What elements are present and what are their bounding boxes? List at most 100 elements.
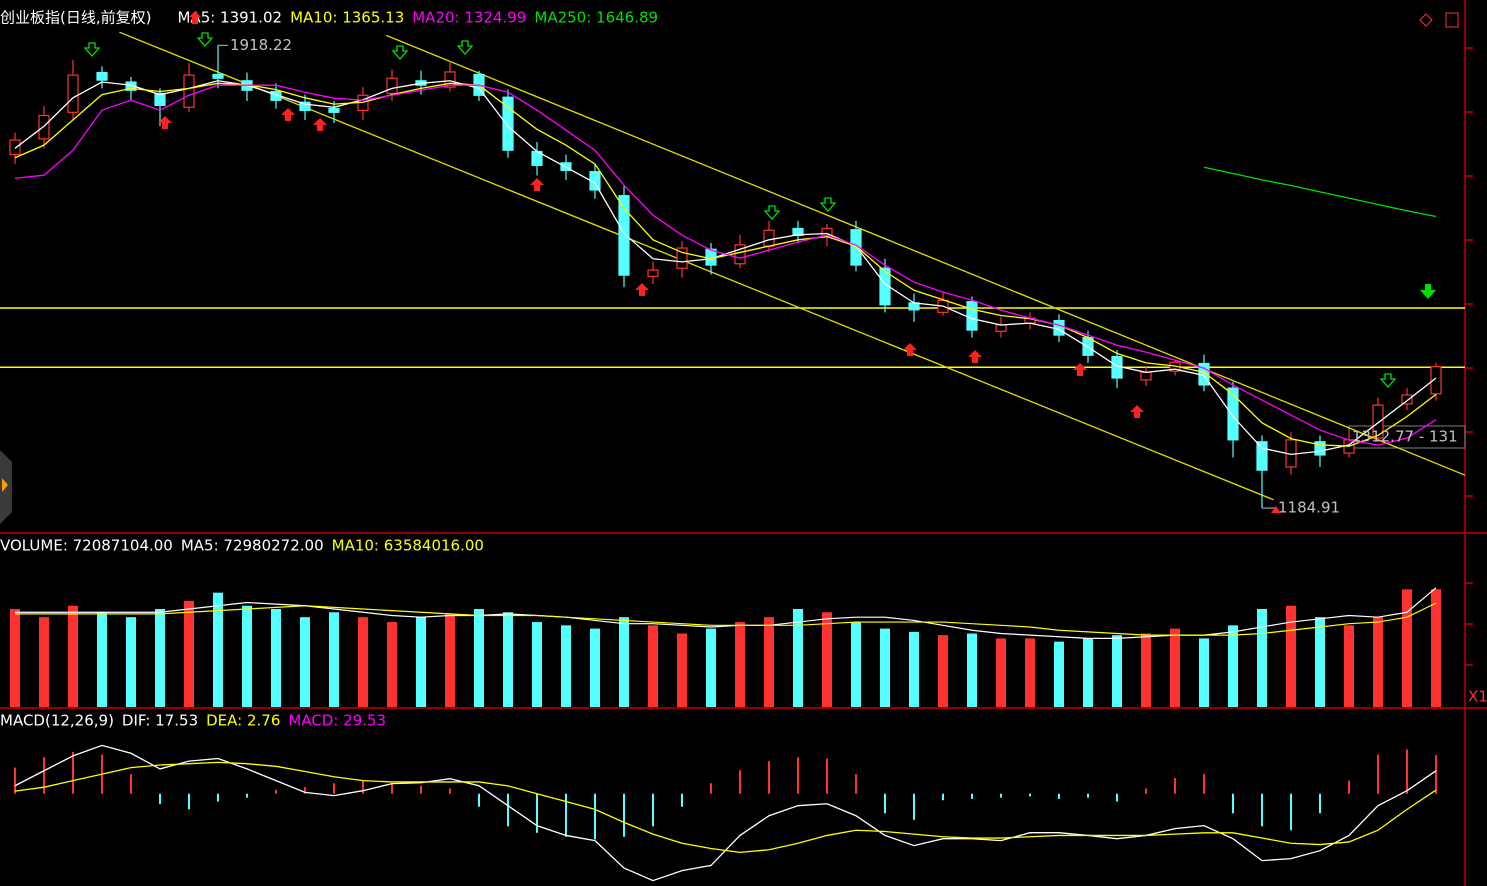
buy-signal xyxy=(530,178,544,191)
candle-body xyxy=(647,269,659,278)
volume-bar xyxy=(735,622,745,707)
header-arrow xyxy=(189,11,201,24)
volume-bar xyxy=(126,617,136,707)
header-label: MA20: 1324.99 xyxy=(412,9,526,27)
buy-signal xyxy=(1073,363,1087,376)
volume-bar xyxy=(358,617,368,707)
volume-bar xyxy=(1286,605,1296,707)
candle-body xyxy=(212,73,224,79)
header-label: MA250: 1646.89 xyxy=(534,9,658,27)
volume-bar xyxy=(793,609,803,707)
volume-bar xyxy=(938,635,948,707)
candle-body xyxy=(96,71,108,81)
candle-body xyxy=(676,247,688,269)
volume-bar xyxy=(1344,625,1354,707)
header-label: MA5: 1391.02 xyxy=(177,9,282,27)
sell-signal xyxy=(391,45,409,60)
candle-body xyxy=(1053,319,1065,336)
toolbar-icon[interactable] xyxy=(1445,12,1459,28)
volume-bar xyxy=(1402,589,1412,707)
candle-body xyxy=(763,229,775,247)
toolbar-icon[interactable] xyxy=(1419,13,1433,27)
volume-bar xyxy=(1315,617,1325,707)
volume-bar xyxy=(1083,638,1093,707)
volume-bar xyxy=(155,609,165,707)
buy-signal xyxy=(968,350,982,363)
corner-label: X1 xyxy=(1468,688,1487,706)
volume-bar xyxy=(590,628,600,707)
candle-body xyxy=(67,74,79,113)
candle-body xyxy=(183,74,195,108)
candle-body xyxy=(386,77,398,94)
volume-bar xyxy=(532,622,542,707)
header-label: 创业板指(日线,前复权) xyxy=(0,9,151,27)
volume-bar xyxy=(1373,617,1383,707)
buy-signal xyxy=(1271,506,1281,513)
volume-bar xyxy=(329,612,339,707)
candle-body xyxy=(908,302,920,311)
candle-body xyxy=(1140,371,1152,381)
indicator-line xyxy=(1203,166,1437,218)
indicator-line xyxy=(14,84,1437,446)
trend-line xyxy=(119,31,1274,501)
header-label: MA5: 72980272.00 xyxy=(181,537,324,555)
annotation: 1312.77 - 131 xyxy=(1352,428,1458,446)
volume-bar xyxy=(561,625,571,707)
candle-body xyxy=(328,107,340,113)
volume-bar xyxy=(416,617,426,707)
candle-body xyxy=(154,92,166,106)
volume-bar xyxy=(10,609,20,707)
candle-body xyxy=(9,139,21,156)
sell-signal xyxy=(1420,284,1436,299)
candle-body xyxy=(618,195,630,276)
volume-bar xyxy=(1431,589,1441,707)
volume-bar xyxy=(1170,628,1180,707)
candle-body xyxy=(995,324,1007,332)
sell-signal xyxy=(83,42,101,57)
header-label: VOLUME: 72087104.00 xyxy=(0,537,173,555)
volume-bar xyxy=(68,605,78,707)
volume-bar xyxy=(619,617,629,707)
candle-body xyxy=(734,244,746,265)
trend-line xyxy=(385,34,1466,476)
volume-bar xyxy=(1025,638,1035,707)
volume-bar xyxy=(822,612,832,707)
volume-bar xyxy=(996,638,1006,707)
candle-body xyxy=(1372,404,1384,439)
volume-bar xyxy=(242,605,252,707)
buy-signal xyxy=(1130,405,1144,418)
sell-signal xyxy=(763,205,781,220)
candle-body xyxy=(1256,441,1268,471)
volume-bar xyxy=(445,613,455,707)
volume-bar xyxy=(97,612,107,707)
candle-body xyxy=(502,96,514,151)
volume-bar xyxy=(387,622,397,707)
annotation: 1184.91 xyxy=(1278,499,1340,517)
candle-body xyxy=(1401,394,1413,405)
annotation: 1918.22 xyxy=(230,36,292,54)
candle-body xyxy=(1430,366,1442,395)
header-label: MA10: 63584016.00 xyxy=(332,537,484,555)
indicator-line xyxy=(15,602,1437,636)
buy-signal xyxy=(903,343,917,356)
header-label: DEA: 2.76 xyxy=(206,712,280,730)
volume-bar xyxy=(1112,635,1122,707)
volume-bar xyxy=(706,628,716,707)
volume-bar xyxy=(764,617,774,707)
volume-bar xyxy=(880,628,890,707)
candle-body xyxy=(850,229,862,266)
buy-signal xyxy=(313,118,327,131)
volume-bar xyxy=(184,600,194,707)
header-label: MACD: 29.53 xyxy=(288,712,386,730)
candle-body xyxy=(966,301,978,331)
sell-signal xyxy=(1379,373,1397,388)
volume-bar xyxy=(909,631,919,707)
header-label: MACD(12,26,9) xyxy=(0,712,114,730)
volume-bar xyxy=(1199,638,1209,707)
volume-bar xyxy=(300,617,310,707)
buy-signal xyxy=(158,116,172,129)
volume-bar xyxy=(271,609,281,707)
